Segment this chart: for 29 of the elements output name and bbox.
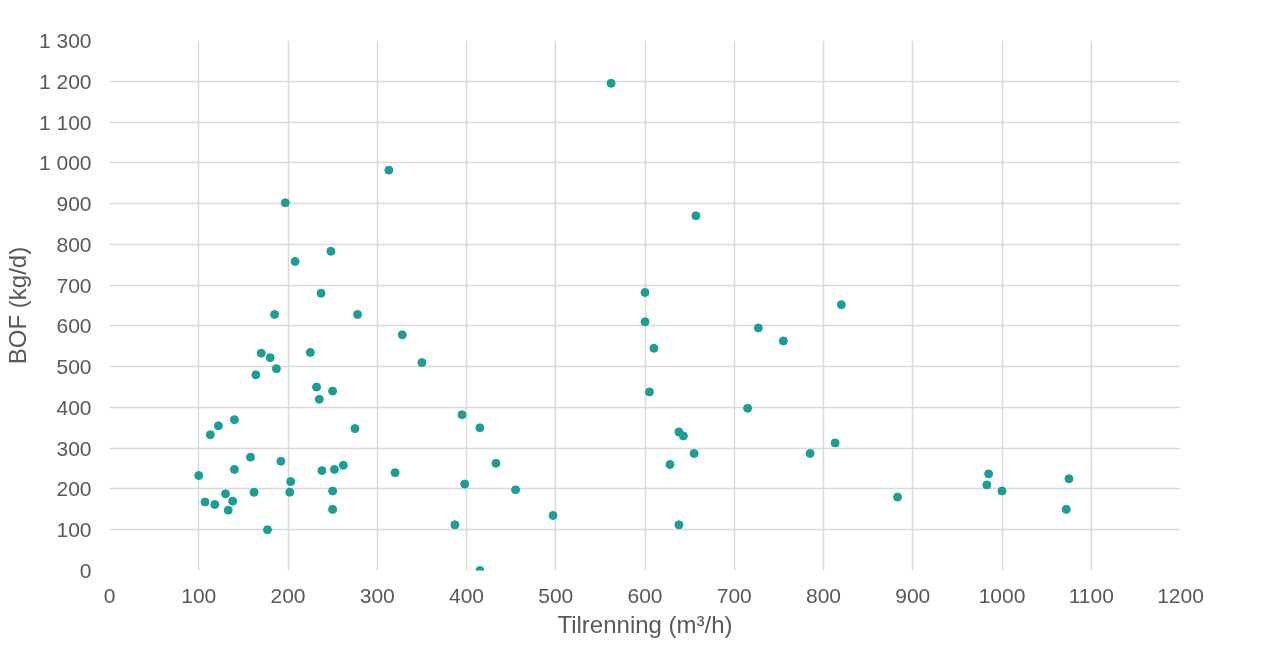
x-axis-title: Tilrenning (m³/h) bbox=[557, 610, 733, 638]
x-tick-label: 900 bbox=[895, 583, 931, 607]
y-tick-label: 800 bbox=[56, 232, 92, 256]
y-tick-label: 900 bbox=[56, 192, 92, 216]
y-tick-label: 400 bbox=[56, 395, 92, 419]
x-tick-label: 400 bbox=[448, 583, 485, 607]
x-tick-label: 500 bbox=[538, 583, 574, 607]
x-tick-label: 0 bbox=[103, 583, 116, 607]
x-tick-label: 100 bbox=[181, 583, 217, 607]
x-tick-label: 300 bbox=[359, 583, 395, 607]
y-tick-label: 100 bbox=[56, 518, 92, 542]
x-tick-label: 700 bbox=[716, 583, 752, 607]
y-tick-label: 300 bbox=[56, 436, 92, 460]
x-tick-label: 1000 bbox=[978, 583, 1026, 607]
y-tick-label: 700 bbox=[56, 273, 92, 297]
y-tick-label: 600 bbox=[56, 314, 92, 338]
y-tick-label: 1 000 bbox=[38, 151, 92, 175]
y-axis-title: BOF (kg/d) bbox=[3, 246, 31, 365]
y-tick-label: 0 bbox=[79, 559, 92, 582]
y-tick-label: 1 100 bbox=[38, 110, 92, 134]
x-tick-label: 200 bbox=[270, 583, 306, 607]
x-tick-label: 1200 bbox=[1157, 583, 1204, 607]
x-tick-label: 600 bbox=[627, 583, 663, 607]
y-tick-label: 200 bbox=[56, 477, 92, 501]
y-tick-label: 1 300 bbox=[38, 29, 92, 52]
y-tick-label: 1 200 bbox=[38, 69, 92, 93]
y-tick-label: 500 bbox=[56, 355, 92, 379]
x-tick-label: 1100 bbox=[1068, 583, 1114, 607]
x-tick-label: 800 bbox=[805, 583, 842, 607]
